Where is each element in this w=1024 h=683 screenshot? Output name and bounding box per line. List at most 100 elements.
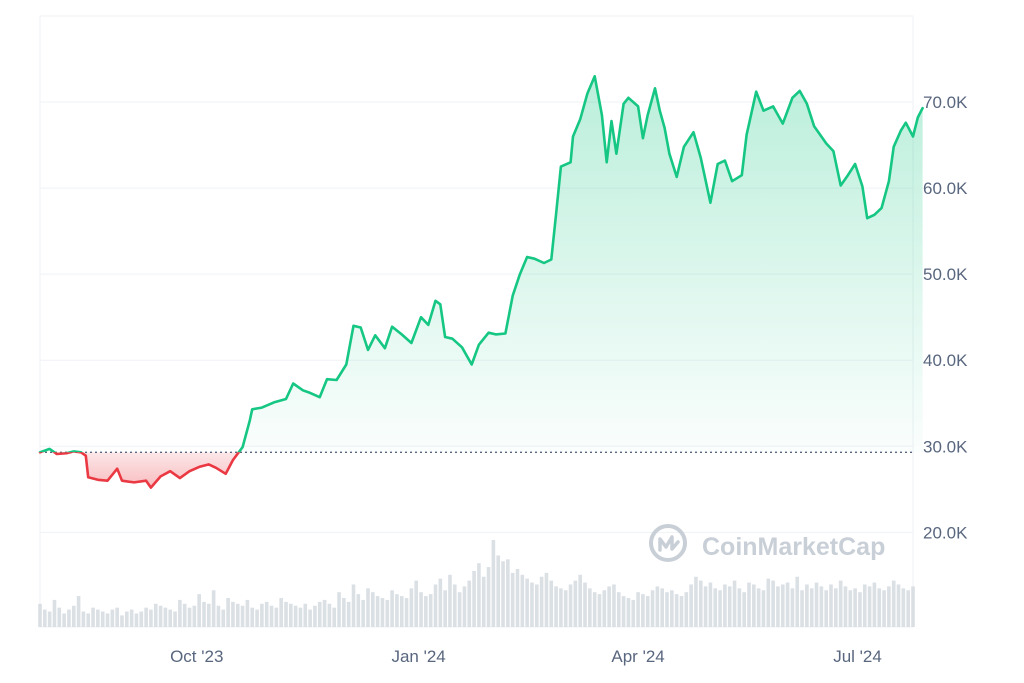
volume-bar xyxy=(901,588,906,627)
volume-bar xyxy=(583,582,587,627)
price-line-above-baseline xyxy=(38,74,924,453)
volume-bar xyxy=(115,607,119,627)
volume-bar xyxy=(404,598,409,627)
volume-bar xyxy=(785,582,790,627)
volume-bar xyxy=(428,594,433,627)
volume-bar xyxy=(477,563,481,627)
volume-bar xyxy=(891,580,896,627)
volume-bar xyxy=(911,586,915,627)
volume-bar xyxy=(255,609,259,627)
volume-bar xyxy=(380,598,385,627)
volume-bar xyxy=(385,599,390,627)
y-tick-label: 30.0K xyxy=(923,437,968,456)
x-tick-label: Oct '23 xyxy=(170,647,223,666)
volume-bar xyxy=(346,601,351,627)
volume-bar xyxy=(621,596,626,627)
volume-bar xyxy=(539,576,544,627)
volume-bar xyxy=(713,588,718,627)
volume-bar xyxy=(636,592,640,627)
volume-bar xyxy=(814,582,819,627)
volume-bar xyxy=(612,584,616,627)
volume-bar xyxy=(670,590,674,627)
volume-bar xyxy=(125,611,129,627)
volume-bar xyxy=(742,592,746,627)
x-tick-label: Jul '24 xyxy=(833,647,882,666)
volume-bar xyxy=(790,588,795,627)
volume-bar xyxy=(573,580,578,627)
coinmarketcap-logo-icon xyxy=(649,524,687,562)
volume-bar xyxy=(462,586,467,627)
volume-bar xyxy=(178,599,182,627)
volume-bar xyxy=(149,609,153,627)
volume-bar xyxy=(173,611,177,627)
volume-bar xyxy=(761,590,766,627)
volume-bar xyxy=(139,611,144,627)
volume-bar xyxy=(578,574,583,627)
volume-bar xyxy=(834,588,838,627)
volume-bar xyxy=(86,613,91,627)
volume-bar xyxy=(57,607,62,627)
volume-bar xyxy=(356,594,361,627)
volume-bar xyxy=(293,605,298,627)
volume-bar xyxy=(342,598,346,627)
volume-bar xyxy=(284,601,288,627)
volume-bar xyxy=(100,611,105,627)
watermark-text: CoinMarketCap xyxy=(702,533,885,561)
volume-bar xyxy=(718,590,722,627)
volume-bar xyxy=(134,613,139,627)
volume-bar xyxy=(829,584,833,627)
volume-bar xyxy=(71,605,76,627)
volume-bar xyxy=(414,580,419,627)
volume-bar xyxy=(399,596,404,627)
volume-bar xyxy=(192,605,197,627)
volume-bar xyxy=(563,590,568,627)
volume-bar xyxy=(747,582,751,627)
volume-bar xyxy=(592,592,597,627)
volume-bar xyxy=(245,599,250,627)
volume-bar xyxy=(800,590,804,627)
volume-bar xyxy=(660,588,665,627)
volume-bar xyxy=(626,598,631,627)
volume-bar xyxy=(780,584,785,627)
volume-bar xyxy=(809,588,814,627)
x-tick-label: Apr '24 xyxy=(611,647,664,666)
volume-bar xyxy=(752,584,756,627)
volume-bar xyxy=(862,584,867,627)
volume-bar xyxy=(240,605,245,627)
y-axis: 70.0K 60.0K 50.0K 40.0K 30.0K 20.0K xyxy=(923,93,968,542)
volume-bar xyxy=(327,603,332,627)
volume-bar xyxy=(120,615,124,627)
volume-bar xyxy=(607,586,611,627)
volume-bar xyxy=(443,590,447,627)
volume-bar xyxy=(158,605,163,627)
x-axis: Oct '23 Jan '24 Apr '24 Jul '24 xyxy=(170,647,882,666)
volume-bar xyxy=(226,598,230,627)
volume-bar xyxy=(168,609,173,627)
volume-bar xyxy=(776,586,780,627)
volume-bar xyxy=(366,588,370,627)
y-tick-label: 50.0K xyxy=(923,265,968,284)
volume-bar xyxy=(337,592,341,627)
volume-bar xyxy=(47,611,52,627)
volume-bar xyxy=(544,572,549,627)
volume-bar xyxy=(264,601,269,627)
volume-bar xyxy=(679,596,684,627)
volume-bar xyxy=(554,586,558,627)
volume-bar xyxy=(187,607,192,627)
volume-bar xyxy=(588,588,592,627)
volume-bar xyxy=(694,576,698,627)
volume-bar xyxy=(448,574,452,627)
volume-bar xyxy=(163,607,168,627)
volume-bar xyxy=(96,609,100,627)
volume-bar xyxy=(317,601,322,627)
volume-bar xyxy=(153,603,158,627)
volume-bar xyxy=(867,586,872,627)
volume-bar xyxy=(872,582,877,627)
volume-bar xyxy=(496,555,501,627)
volume-bar xyxy=(424,596,428,627)
volume-bar xyxy=(732,580,737,627)
volume-bar xyxy=(756,588,761,627)
volume-bar xyxy=(43,609,47,627)
volume-bar xyxy=(698,580,703,627)
volume-bar xyxy=(848,590,853,627)
